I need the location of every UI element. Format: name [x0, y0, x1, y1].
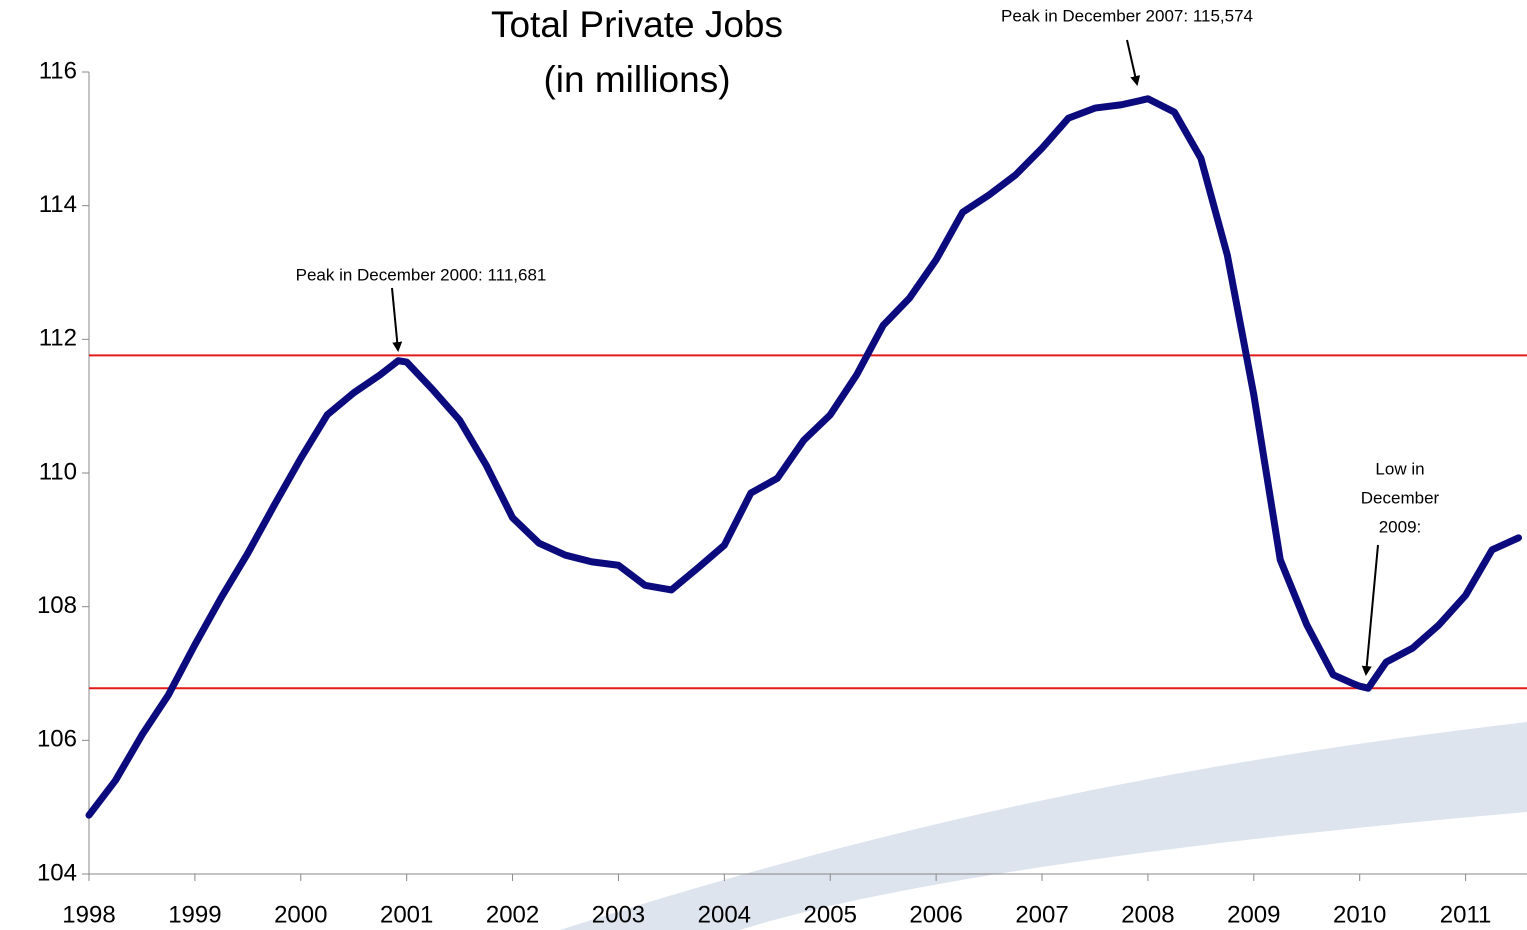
x-tick-label: 2005 [804, 901, 857, 928]
background-swoosh [560, 722, 1527, 930]
x-tick-label: 2001 [380, 901, 433, 928]
y-tick-label: 116 [39, 57, 77, 84]
y-tick-label: 104 [37, 859, 77, 886]
chart-title: Total Private Jobs [491, 4, 783, 45]
y-tick-label: 114 [39, 191, 77, 218]
y-tick-label: 112 [39, 325, 77, 352]
y-tick-label: 106 [37, 726, 77, 753]
annotation: Peak in December 2007: 115,574 [1001, 6, 1253, 25]
x-tick-label: 2009 [1227, 901, 1280, 928]
y-tick-label: 110 [39, 458, 77, 485]
annotation-arrow [391, 287, 403, 352]
annotation: Peak in December 2000: 111,681 [296, 265, 547, 284]
x-tick-label: 2008 [1121, 901, 1174, 928]
data-line [85, 95, 1523, 819]
x-tick-label: 2006 [909, 901, 962, 928]
annotation-arrow [1361, 544, 1379, 676]
annotation-arrow [1126, 39, 1141, 86]
x-tick-label: 1998 [62, 901, 115, 928]
annotation: 2009: [1379, 517, 1422, 536]
x-tick-label: 2007 [1015, 901, 1068, 928]
x-tick-label: 2000 [274, 901, 327, 928]
annotation: Low in [1375, 459, 1424, 478]
x-tick-label: 2004 [698, 901, 751, 928]
x-tick-label: 2003 [592, 901, 645, 928]
annotation: December [1361, 488, 1440, 507]
y-tick-label: 108 [37, 592, 77, 619]
x-tick-label: 2002 [486, 901, 539, 928]
x-tick-label: 2010 [1333, 901, 1386, 928]
x-tick-label: 1999 [168, 901, 221, 928]
x-tick-label: 2011 [1440, 901, 1492, 928]
chart-subtitle: (in millions) [543, 59, 730, 100]
